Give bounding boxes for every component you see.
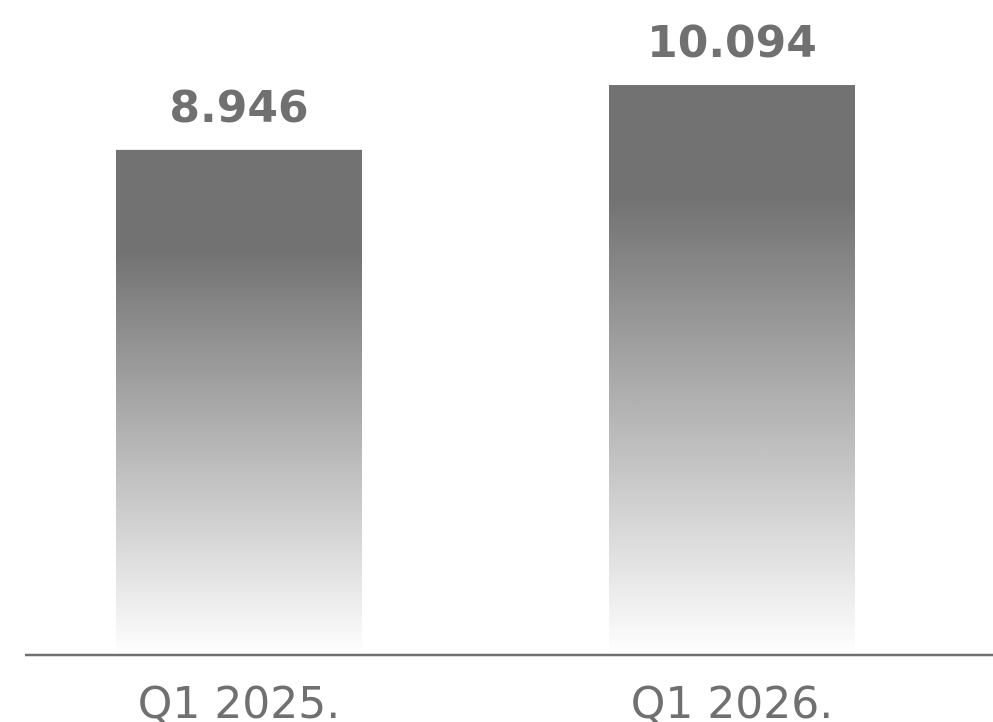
bar-value-label-1: 8.946	[169, 82, 308, 133]
bar-1	[116, 149, 362, 655]
x-tick-labels-layer: Q1 2025. Q1 2026.	[138, 678, 834, 722]
x-tick-label-1: Q1 2025.	[138, 678, 341, 722]
bars-layer	[116, 85, 855, 656]
bar-2	[609, 85, 855, 656]
bar-value-label-2: 10.094	[647, 17, 817, 68]
value-labels-layer: 8.946 10.094	[169, 17, 816, 133]
x-tick-label-2: Q1 2026.	[631, 678, 834, 722]
